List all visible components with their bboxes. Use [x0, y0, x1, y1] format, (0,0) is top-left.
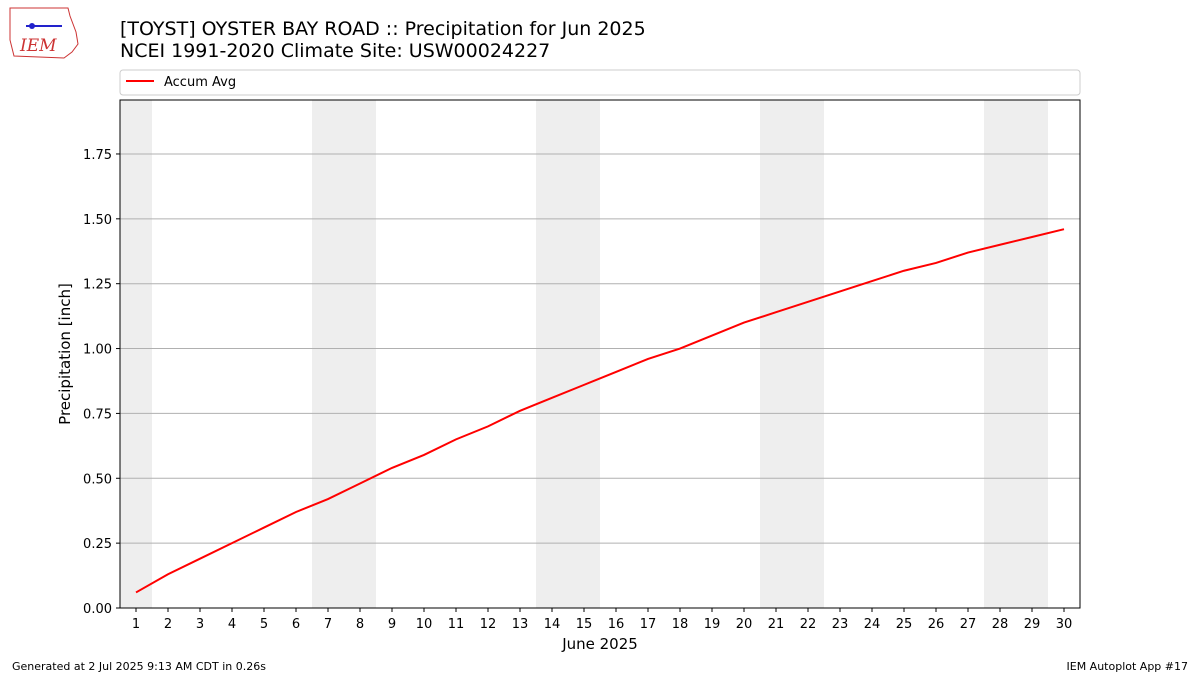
- x-tick-label: 18: [672, 617, 689, 632]
- legend-box: [119, 69, 1081, 96]
- x-axis-label: June 2025: [561, 635, 638, 653]
- x-tick-label: 24: [864, 617, 881, 632]
- logo-icon: [29, 23, 35, 29]
- x-tick-label: 1: [132, 617, 140, 632]
- x-tick-label: 28: [992, 617, 1009, 632]
- y-tick-label: 0.50: [83, 472, 112, 487]
- shaded-band: [120, 100, 152, 608]
- x-tick-label: 10: [416, 617, 433, 632]
- y-tick-label: 0.00: [83, 602, 112, 617]
- chart-subtitle: NCEI 1991-2020 Climate Site: USW00024227: [120, 40, 550, 62]
- y-tick-label: 1.75: [83, 148, 112, 163]
- x-tick-label: 8: [356, 617, 364, 632]
- shaded-band: [1016, 100, 1048, 608]
- shaded-band: [760, 100, 792, 608]
- shaded-band: [792, 100, 824, 608]
- logo-text: IEM: [19, 36, 57, 56]
- x-tick-label: 7: [324, 617, 332, 632]
- x-tick-label: 6: [292, 617, 300, 632]
- x-tick-label: 22: [800, 617, 817, 632]
- y-axis-label: Precipitation [inch]: [56, 283, 74, 425]
- x-tick-label: 17: [640, 617, 657, 632]
- y-tick-label: 1.00: [83, 343, 112, 358]
- x-tick-label: 29: [1024, 617, 1041, 632]
- y-tick-label: 0.75: [83, 407, 112, 422]
- chart-title: [TOYST] OYSTER BAY ROAD :: Precipitation…: [120, 18, 646, 40]
- x-tick-label: 26: [928, 617, 945, 632]
- x-tick-label: 23: [832, 617, 849, 632]
- x-tick-label: 4: [228, 617, 236, 632]
- x-tick-label: 20: [736, 617, 753, 632]
- shaded-band: [568, 100, 600, 608]
- x-tick-label: 16: [608, 617, 625, 632]
- y-tick-label: 0.25: [83, 537, 112, 552]
- x-tick-label: 11: [448, 617, 465, 632]
- logo: IEM: [9, 7, 79, 59]
- legend-label: Accum Avg: [164, 75, 236, 90]
- x-tick-label: 5: [260, 617, 268, 632]
- y-tick-label: 1.25: [83, 278, 112, 293]
- x-tick-label: 14: [544, 617, 561, 632]
- x-tick-label: 15: [576, 617, 593, 632]
- footer-left: Generated at 2 Jul 2025 9:13 AM CDT in 0…: [12, 660, 266, 673]
- x-tick-label: 2: [164, 617, 172, 632]
- x-tick-label: 3: [196, 617, 204, 632]
- x-tick-label: 27: [960, 617, 977, 632]
- x-tick-label: 9: [388, 617, 396, 632]
- x-tick-label: 25: [896, 617, 913, 632]
- shaded-band: [344, 100, 376, 608]
- x-tick-label: 19: [704, 617, 721, 632]
- logo-map: [9, 7, 79, 59]
- x-tick-label: 12: [480, 617, 497, 632]
- shaded-band: [984, 100, 1016, 608]
- shaded-band: [312, 100, 344, 608]
- data-line: [135, 228, 1065, 594]
- x-tick-label: 30: [1056, 617, 1073, 632]
- x-tick-label: 13: [512, 617, 529, 632]
- x-tick-label: 21: [768, 617, 785, 632]
- y-tick-label: 1.50: [83, 213, 112, 228]
- footer-right: IEM Autoplot App #17: [1067, 660, 1189, 673]
- plot-frame: [119, 99, 1081, 609]
- shaded-band: [536, 100, 568, 608]
